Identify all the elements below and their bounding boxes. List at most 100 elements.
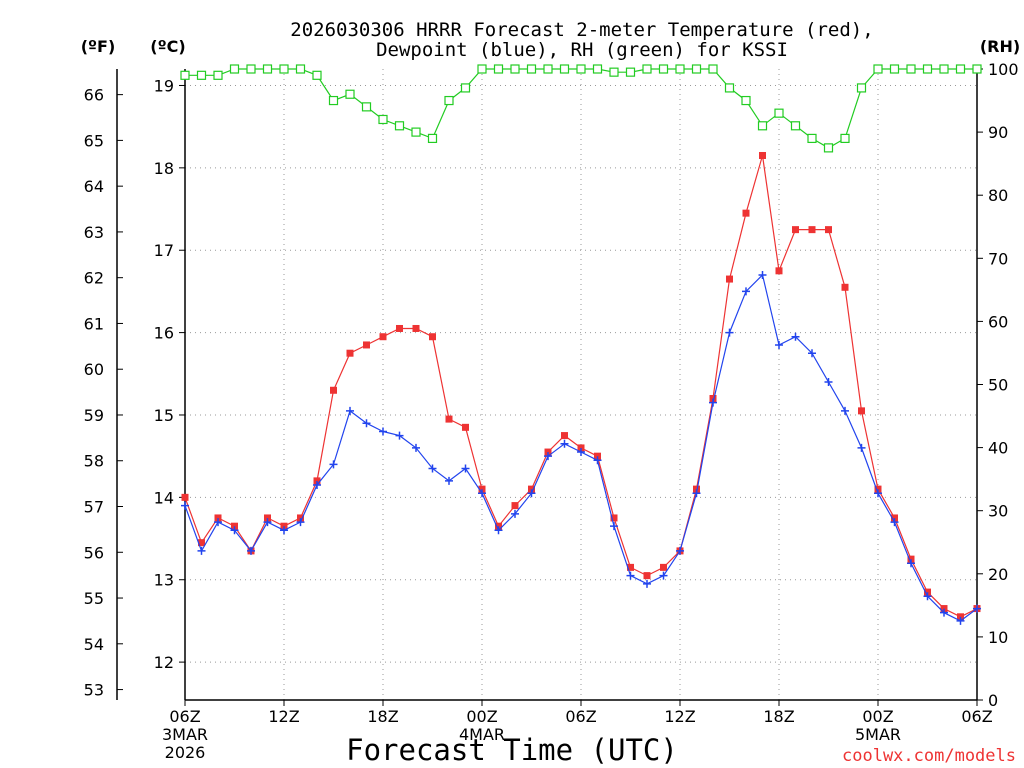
rh-point [460,83,471,93]
dewpoint-point [445,476,453,485]
left-axis-unit-celsius: (ºC) [150,37,185,56]
dewpoint-point [857,443,866,452]
temperature-point [297,514,304,522]
dewpoint-point [742,287,750,296]
rh-point [790,121,801,131]
dewpoint-point [511,509,519,518]
dewpoint-point [791,332,800,341]
temperature-point [742,209,750,217]
dewpoint-point [874,489,882,498]
rh-tick-label: 60 [988,312,1008,331]
c-tick-label: 19 [154,76,174,95]
dewpoint-point [775,340,783,349]
dewpoint-point [230,526,239,535]
c-tick-label: 16 [154,324,174,343]
rh-point [691,64,702,74]
dewpoint-point [280,526,288,535]
temperature-point [511,502,519,510]
dewpoint-point [593,456,602,465]
temperature-point [363,341,370,349]
temperature-point [610,514,618,522]
dewpoint-point [577,448,585,457]
rh-point [906,64,916,74]
x-tick-sublabel: 5MAR [855,725,901,744]
c-tick-label: 15 [154,406,174,425]
temperature-point [957,613,964,621]
x-tick-label: 12Z [664,707,695,726]
dewpoint-point [544,452,552,461]
temperature-point [544,448,552,456]
rh-point [741,95,751,106]
x-tick-label: 18Z [367,707,398,726]
temperature-point [891,514,898,522]
rh-tick-label: 30 [988,502,1008,521]
temperature-series [181,151,981,621]
x-tick-year-label: 2026 [165,743,206,762]
dewpoint-point [676,546,684,555]
rh-point [411,127,421,137]
rh-point [559,64,570,74]
f-tick-label: 62 [84,269,104,288]
temperature-point [726,275,733,283]
temperature-point [643,572,651,580]
temperature-point [759,151,766,159]
rh-point [708,64,718,74]
temperature-point [858,407,865,415]
rh-point [345,89,355,99]
dewpoint-point [841,406,849,415]
rh-point [279,64,289,74]
c-tick-label: 14 [154,488,174,507]
temperature-point [907,555,915,563]
temperature-point [313,477,321,485]
rh-point [757,121,768,131]
f-tick-label: 57 [84,498,104,517]
dewpoint-point [478,489,486,498]
dewpoint-point [247,546,255,555]
dewpoint-point [329,460,338,469]
temperature-point [231,522,238,530]
temperature-point [478,485,486,493]
rh-point [312,70,322,80]
right-axis-unit-rh: (RH) [980,37,1020,56]
c-tick-label: 12 [154,653,174,672]
rh-point [477,64,487,74]
rh-point [658,64,669,74]
rh-point [394,121,405,131]
temperature-point [379,333,387,341]
dewpoint-point [626,571,635,580]
rh-point [807,133,817,144]
dewpoint-point [214,518,222,527]
f-tick-label: 59 [84,406,104,425]
temperature-point [214,514,222,522]
temperature-point [412,324,420,332]
dewpoint-point [296,518,305,527]
x-axis-label: Forecast Time (UTC) [346,733,678,767]
dewpoint-point [263,518,272,527]
rh-point [378,114,388,125]
dewpoint-point [610,522,618,531]
f-tick-label: 60 [84,360,104,379]
chart-title-line1: 2026030306 HRRR Forecast 2-meter Tempera… [290,19,873,41]
rh-tick-label: 50 [988,376,1008,395]
dewpoint-point [379,427,387,436]
dewpoint-point [197,546,206,555]
c-tick-label: 17 [154,241,174,260]
temperature-point [825,226,832,234]
temperature-point [264,514,271,522]
axes: 53 54 55 56 57 58 59 60 61 62 63 64 65 66 12 13 14 15 16 17… [84,60,1019,762]
temperature-point [396,324,403,332]
dewpoint-point [181,501,189,510]
rh-point [196,70,207,80]
dewpoint-point [659,571,668,580]
dewpoint-point [824,378,833,387]
f-tick-label: 66 [84,86,104,105]
temperature-point [940,605,948,613]
temperature-point [445,415,453,423]
rh-point [180,70,190,80]
temperature-point [792,226,799,234]
dewpoint-point [560,439,569,448]
x-tick-label: 06Z [169,707,200,726]
temperature-point [429,333,436,341]
rh-point [873,64,883,74]
rh-point [510,64,520,74]
